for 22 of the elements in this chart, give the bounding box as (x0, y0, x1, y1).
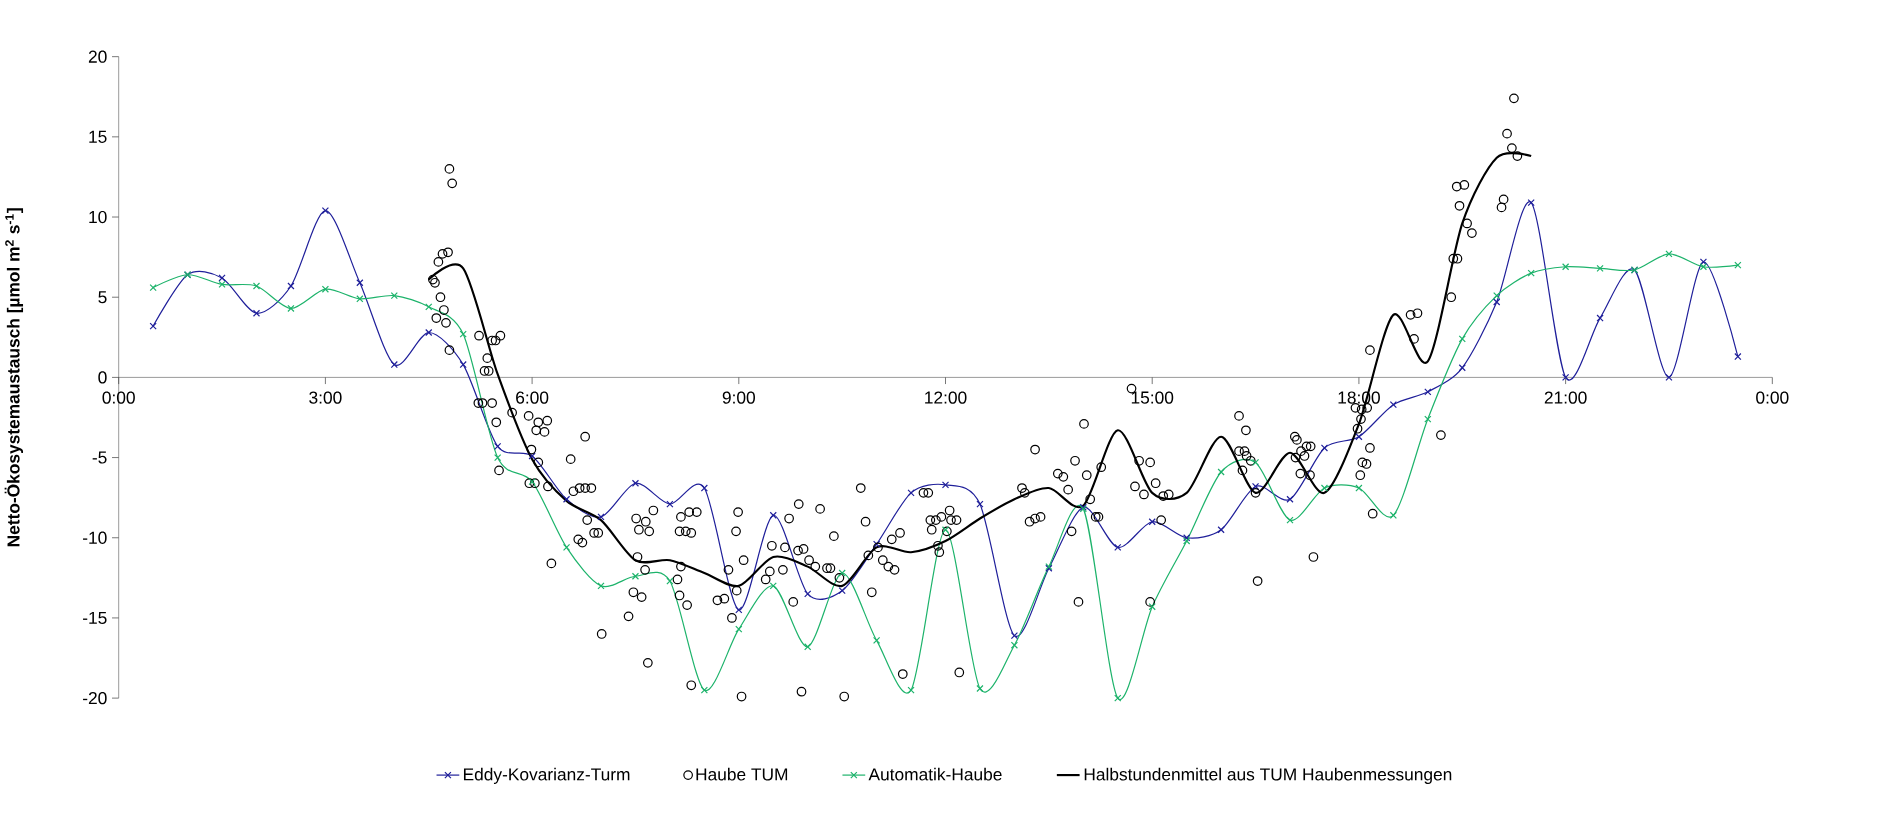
x-tick-label: 15:00 (1131, 391, 1174, 404)
y-tick-label: -10 (83, 531, 107, 544)
legend-label: Halbstundenmittel aus TUM Haubenmessungen (1084, 767, 1452, 784)
y-tick-label: -15 (83, 611, 107, 624)
x-tick-label: 12:00 (925, 391, 967, 404)
legend-label: Haube TUM (696, 767, 788, 781)
legend-label: Automatik-Haube (868, 767, 1002, 781)
y-tick-label: 15 (89, 130, 107, 143)
y-tick-label: 5 (98, 291, 107, 304)
y-tick-label: 0 (98, 371, 107, 384)
x-tick-label: 0:00 (102, 391, 135, 404)
y-tick-label: 20 (88, 50, 107, 63)
y-axis-title: Netto-Ökosystemaustausch [µmol m$^{2}$ s$^{-1}$] (4, 208, 24, 547)
y-tick-label: 10 (89, 210, 107, 224)
y-tick-label: -20 (83, 691, 107, 705)
y-tick-label: -5 (92, 451, 107, 464)
legend-label: Eddy-Kovarianz-Turm (463, 767, 630, 784)
x-tick-label: 9:00 (722, 391, 755, 404)
x-tick-label: 21:00 (1544, 391, 1587, 404)
x-tick-label: 3:00 (309, 391, 342, 404)
x-tick-label: 6:00 (516, 391, 549, 404)
x-tick-label: 0:00 (1756, 391, 1789, 404)
